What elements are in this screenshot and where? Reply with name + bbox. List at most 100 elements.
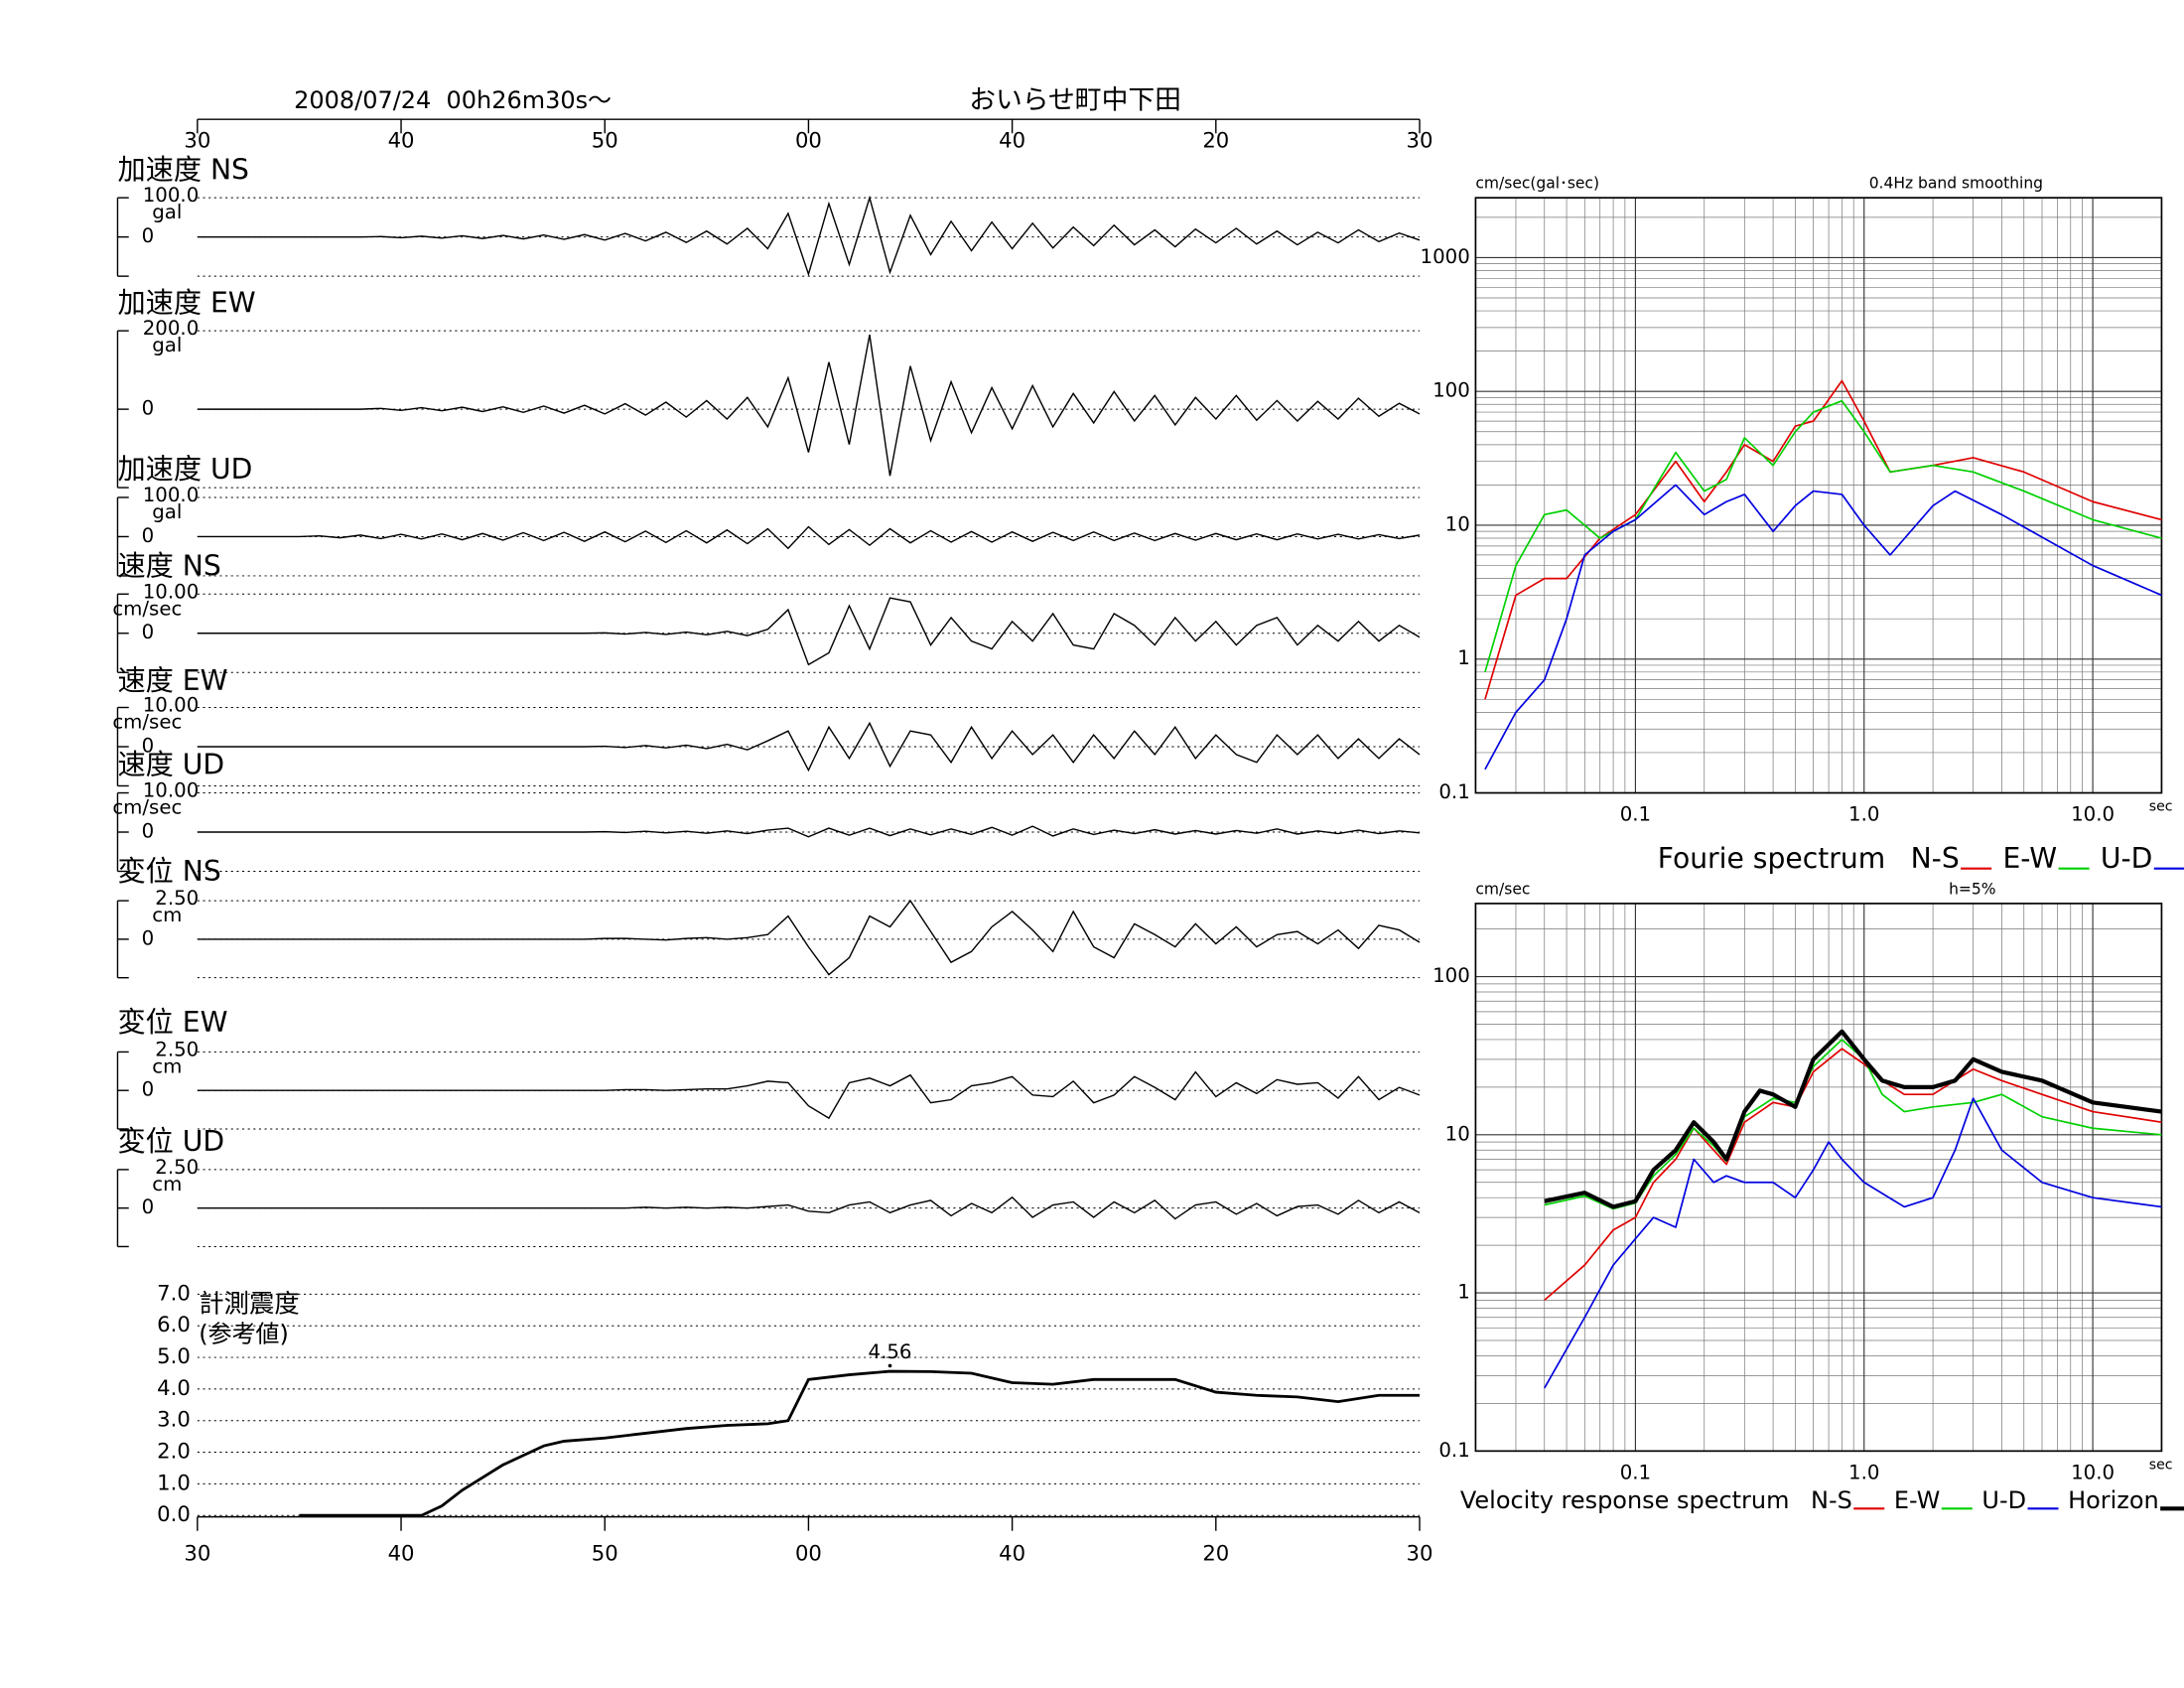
y-tick-label: 2.0 [157,1439,191,1464]
y-axis-label: cm/sec [1475,880,1530,898]
legend-title: Fourie spectrum [1658,842,1885,875]
y-tick-label: 0.1 [1438,1439,1469,1462]
y-tick-label: 100.0 [143,484,199,506]
y-tick-label: 0 [142,820,155,843]
legend-label: E-W [1894,1486,1941,1514]
waveform-trace [197,899,1421,976]
x-tick-label: 20 [1202,128,1229,153]
waveform-trace [197,597,1421,666]
spectrum-line [1544,1097,2162,1389]
y-tick-label: 10.00 [143,694,199,717]
trace-title: 速度 NS [117,549,220,582]
trace-title: 加速度 EW [117,286,255,319]
y-tick-label: 5.0 [157,1343,191,1368]
unit-label: cm/sec [112,711,182,734]
unit-label: cm [152,904,182,926]
legend-label: U-D [1981,1486,2026,1514]
unit-label: cm [152,1055,182,1077]
y-tick-label: 0 [142,1196,155,1218]
plot-frame [1474,903,2163,1453]
x-tick-label: 50 [592,128,618,153]
waveform-trace [197,1070,1421,1120]
spectrum-line [1484,379,2162,700]
y-tick-label: 100 [1433,964,1470,987]
legend-label: N-S [1911,842,1960,875]
y-tick-label: 10.00 [143,580,199,603]
x-tick-label: 20 [1202,1541,1229,1566]
y-tick-label: 10.00 [143,779,199,802]
x-tick-label: 1.0 [1848,803,1879,826]
spectrum-line [1544,1029,2162,1209]
x-tick-label: 40 [999,1541,1025,1566]
y-tick-label: 0 [142,926,155,949]
waveform-trace [197,1196,1421,1220]
annotation: h=5% [1949,880,1995,898]
y-tick-label: 0.0 [157,1501,191,1526]
x-tick-label: 40 [388,1541,415,1566]
x-tick-label: 40 [388,128,415,153]
x-tick-label: 1.0 [1848,1461,1879,1483]
y-tick-label: 3.0 [157,1407,191,1432]
x-tick-label: 00 [795,1541,822,1566]
plot-frame [1474,197,2163,794]
y-tick-label: 0 [142,397,155,420]
intensity-line [299,1369,1420,1517]
x-tick-label: 40 [999,128,1025,153]
y-tick-label: 10 [1445,512,1470,535]
spectrum-line [1544,1048,2162,1302]
x-tick-label: 00 [795,128,822,153]
y-tick-label: 1000 [1421,245,1470,268]
y-tick-label: 6.0 [157,1312,191,1336]
unit-label: cm [152,1173,182,1196]
y-tick-label: 0 [142,621,155,643]
unit-label: cm/sec [112,796,182,819]
y-tick-label: 2.50 [155,1156,199,1179]
spectrum-line [1544,1039,2162,1210]
x-tick-label: 30 [1407,128,1433,153]
trace-title: 変位 EW [117,1006,227,1039]
legend-title: Velocity response spectrum [1460,1486,1790,1514]
y-tick-label: 200.0 [143,317,199,340]
spectrum-line [1484,484,2162,771]
trace-title: 速度 EW [117,664,227,697]
y-tick-label: 100 [1433,379,1470,402]
waveform-trace [197,825,1421,838]
unit-label: gal [152,500,182,523]
unit-label: gal [152,334,182,356]
trace-title: 加速度 NS [117,153,249,186]
y-tick-label: 10 [1445,1122,1470,1145]
y-tick-label: 2.50 [155,1039,199,1061]
legend-label: E-W [2002,842,2057,875]
waveform-trace [197,195,1421,277]
y-tick-label: 2.50 [155,887,199,910]
y-tick-label: 0 [142,1078,155,1101]
x-tick-label: 0.1 [1620,1461,1651,1483]
y-tick-label: 0 [142,734,155,757]
y-tick-label: 0 [142,224,155,247]
legend-label: Horizon [2068,1486,2159,1514]
chart-subtitle: (参考値) [199,1320,289,1347]
waveform-trace [197,525,1421,550]
waveform-trace [197,334,1421,477]
x-tick-label: 10.0 [2071,803,2115,826]
x-tick-label: 10.0 [2071,1461,2115,1483]
legend-label: N-S [1811,1486,1852,1514]
y-tick-label: 1 [1457,646,1470,669]
annotation: 0.4Hz band smoothing [1869,175,2043,193]
waveform-trace [197,721,1421,773]
x-axis-label: sec [2149,1457,2173,1473]
y-tick-label: 0 [142,524,155,547]
y-axis-label: cm/sec(gal･sec) [1475,175,1599,193]
trace-title: 速度 UD [117,749,224,781]
y-tick-label: 0.1 [1438,780,1469,803]
datetime: 2008/07/24 00h26m30s～ [294,86,612,114]
x-tick-label: 0.1 [1620,803,1651,826]
y-tick-label: 100.0 [143,184,199,207]
station-name: おいらせ町中下田 [969,84,1181,115]
trace-title: 変位 UD [117,1125,224,1158]
trace-title: 変位 NS [117,855,220,888]
max-label: 4.56 [869,1340,912,1363]
y-tick-label: 4.0 [157,1375,191,1400]
